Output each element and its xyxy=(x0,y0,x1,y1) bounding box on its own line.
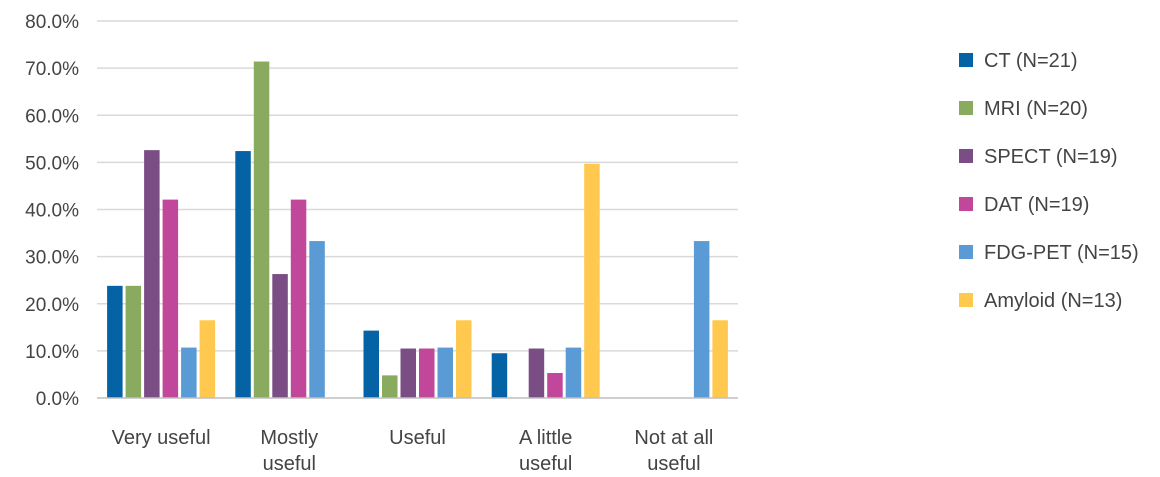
legend-item: Amyloid (N=13) xyxy=(959,290,1122,312)
gridlines xyxy=(97,20,738,352)
bar xyxy=(107,285,123,398)
bar xyxy=(400,348,416,398)
x-category-label: Useful xyxy=(389,427,446,449)
bars xyxy=(107,61,728,399)
bar xyxy=(162,199,179,398)
legend-item: CT (N=21) xyxy=(959,50,1078,72)
legend-swatch xyxy=(959,101,973,115)
bar xyxy=(712,320,728,398)
y-tick-label: 30.0% xyxy=(25,248,79,269)
legend: CT (N=21) MRI (N=20) SPECT (N=19) DAT (N=19… xyxy=(959,50,1139,312)
legend-swatch xyxy=(959,53,973,67)
bar xyxy=(456,320,472,398)
bar xyxy=(363,330,379,398)
bar xyxy=(693,241,710,398)
legend-item: MRI (N=20) xyxy=(959,98,1088,120)
bar xyxy=(547,373,563,398)
y-tick-label: 20.0% xyxy=(25,295,79,316)
bar xyxy=(272,274,288,398)
legend-swatch xyxy=(959,245,973,259)
bar xyxy=(290,199,307,398)
bar xyxy=(419,348,435,398)
bar xyxy=(528,348,545,398)
bar xyxy=(565,347,582,398)
legend-label: DAT (N=19) xyxy=(984,194,1089,216)
bar xyxy=(584,163,600,398)
legend-item: DAT (N=19) xyxy=(959,194,1089,216)
x-category-label: Mostly useful xyxy=(260,427,318,475)
bar xyxy=(491,353,508,398)
legend-swatch xyxy=(959,197,973,211)
bar xyxy=(181,347,197,398)
x-axis-category-labels: Very useful Mostly useful Useful A little use… xyxy=(112,427,714,475)
y-tick-label: 40.0% xyxy=(25,201,79,222)
bar xyxy=(199,320,216,398)
x-category-label: Not at all useful xyxy=(634,427,713,475)
y-tick-label: 0.0% xyxy=(36,389,79,410)
y-axis-tick-labels: 0.0% 10.0% 20.0% 30.0% 40.0% 50.0% 60.0% 70.0% 8… xyxy=(25,12,79,410)
x-category-label: Very useful xyxy=(112,427,211,449)
y-tick-label: 80.0% xyxy=(25,12,79,33)
bar xyxy=(309,241,325,398)
legend-label: Amyloid (N=13) xyxy=(984,290,1122,312)
bar xyxy=(235,151,251,398)
bar xyxy=(253,61,270,399)
legend-item: FDG-PET (N=15) xyxy=(959,242,1139,264)
legend-label: CT (N=21) xyxy=(984,50,1078,72)
y-tick-label: 50.0% xyxy=(25,153,79,174)
bar xyxy=(437,347,453,398)
y-tick-label: 10.0% xyxy=(25,342,79,363)
y-tick-label: 70.0% xyxy=(25,59,79,80)
bar xyxy=(144,150,160,398)
legend-swatch xyxy=(959,293,973,307)
legend-item: SPECT (N=19) xyxy=(959,146,1118,168)
legend-label: FDG-PET (N=15) xyxy=(984,242,1139,264)
legend-label: SPECT (N=19) xyxy=(984,146,1118,168)
legend-label: MRI (N=20) xyxy=(984,98,1088,120)
y-tick-label: 60.0% xyxy=(25,106,79,127)
bar xyxy=(125,285,142,398)
x-category-label: A little useful xyxy=(519,427,572,475)
bar xyxy=(382,375,398,398)
legend-swatch xyxy=(959,149,973,163)
